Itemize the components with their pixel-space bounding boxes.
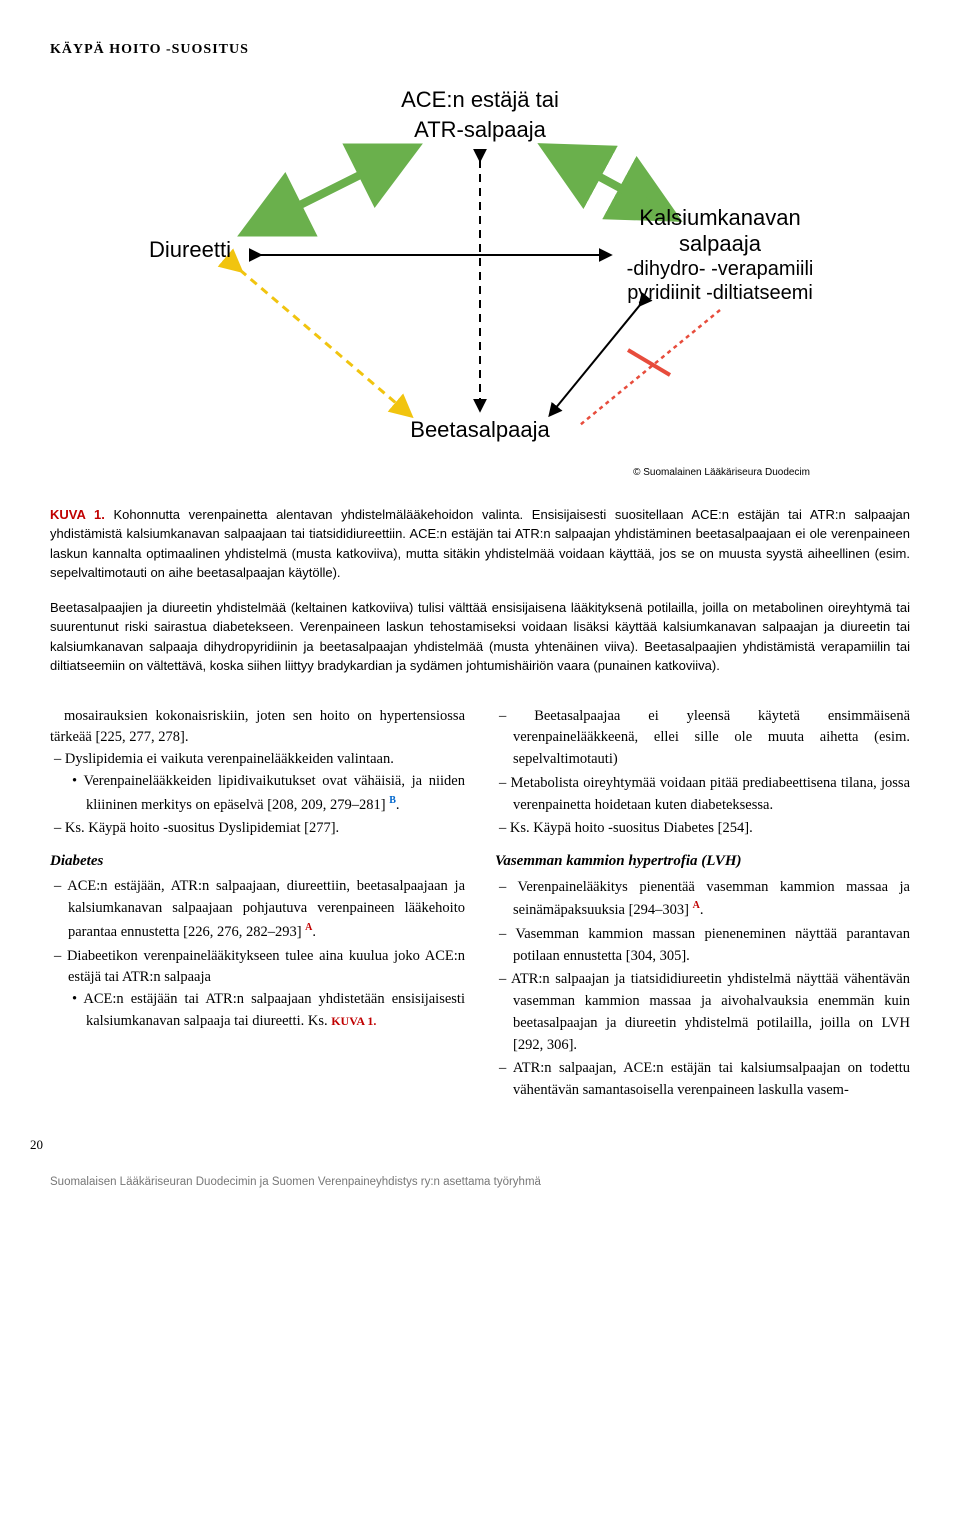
diagram-copyright: © Suomalainen Lääkäriseura Duodecim [633,466,810,480]
heading-diabetes: Diabetes [50,850,465,873]
figure-caption-para2: Beetasalpaajien ja diureetin yhdistelmää… [50,598,910,676]
page-number: 20 [30,1136,43,1154]
diabetes-li2: Diabeetikon verenpainelääkitykseen tulee… [68,946,465,1033]
right-column: Beetasalpaajaa ei yleensä käytetä ensimm… [495,706,910,1104]
right-li3: Ks. Käypä hoito -suositus Diabetes [254]… [513,818,910,840]
flowchart-diagram: ACE:n estäjä taiATR-salpaaja Diureetti K… [130,85,830,485]
node-diureetti: Diureetti [130,235,250,266]
evidence-a-icon: A [305,922,312,933]
left-li1-sub: Verenpainelääkkeiden lipidivaikutukset o… [86,771,465,816]
node-kalsium: Kalsiumkanavansalpaaja -dihydro- -verapa… [610,205,830,306]
kuva-ref: KUVA 1. [331,1014,376,1028]
diabetes-li2-sub: ACE:n estäjään tai ATR:n salpaajaan yhdi… [86,989,465,1033]
heading-lvh: Vasemman kammion hypertrofia (LVH) [495,850,910,873]
right-li1: Beetasalpaajaa ei yleensä käytetä ensimm… [513,706,910,771]
lvh-li1: Verenpainelääkitys pienentää vasemman ka… [513,877,910,922]
left-p1: mosairauksien kokonaisriskiin, joten sen… [50,706,465,750]
node-kalsium-sub2: pyridiinit -diltiatseemi [610,281,830,305]
left-li1: Dyslipidemia ei vaikuta verenpainelääkke… [68,749,465,816]
header-title: KÄYPÄ HOITO -SUOSITUS [50,40,910,60]
lvh-li3: ATR:n salpaajan ja tiatsididiureetin yhd… [513,969,910,1056]
caption-label: KUVA 1. [50,507,105,522]
evidence-a-icon-2: A [693,900,700,911]
node-beeta: Beetasalpaaja [400,415,560,446]
caption-text: Kohonnutta verenpainetta alentavan yhdis… [50,507,910,581]
diabetes-li1: ACE:n estäjään, ATR:n salpaajaan, diuree… [68,876,465,943]
node-ace: ACE:n estäjä taiATR-salpaaja [370,85,590,147]
figure-caption: KUVA 1. Kohonnutta verenpainetta alentav… [50,505,910,583]
node-kalsium-title: Kalsiumkanavansalpaaja [610,205,830,258]
lvh-li4: ATR:n salpaajan, ACE:n estäjän tai kalsi… [513,1058,910,1102]
right-li2: Metabolista oireyhtymää voidaan pitää pr… [513,773,910,817]
body-columns: mosairauksien kokonaisriskiin, joten sen… [50,706,910,1104]
left-column: mosairauksien kokonaisriskiin, joten sen… [50,706,465,1104]
left-li2: Ks. Käypä hoito -suositus Dyslipidemiat … [68,818,465,840]
footer-text: Suomalaisen Lääkäriseuran Duodecimin ja … [50,1174,910,1190]
node-kalsium-sub1: -dihydro- -verapamiili [610,257,830,281]
lvh-li2: Vasemman kammion massan pieneneminen näy… [513,924,910,968]
evidence-b-icon: B [389,795,396,806]
